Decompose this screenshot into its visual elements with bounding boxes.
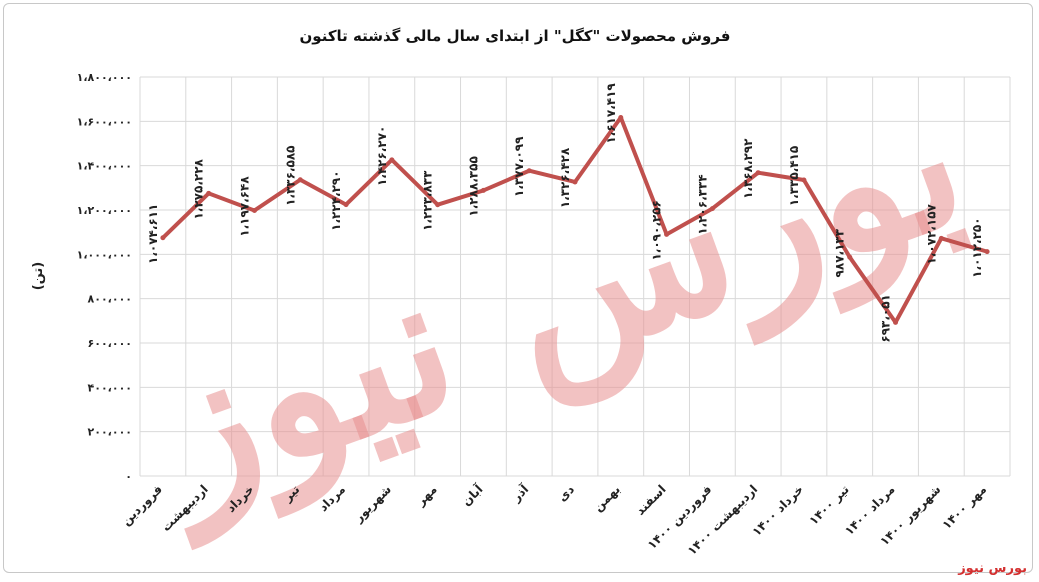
chart-title: فروش محصولات "کگل" از ابتدای سال مالی گذ…	[300, 27, 731, 45]
data-label: ۱،۰۷۴،۶۱۱	[146, 204, 160, 264]
x-tick-label: اسفند	[633, 482, 669, 518]
y-tick-labels: ۰ ۲۰۰،۰۰۰ ۴۰۰،۰۰۰ ۶۰۰،۰۰۰ ۸۰۰،۰۰۰ ۱،۰۰۰،۰۰۰ ۱،…	[77, 71, 132, 483]
gridlines	[139, 76, 1011, 477]
y-tick-label: ۱،۰۰۰،۰۰۰	[77, 248, 132, 261]
y-tick-label: ۱،۴۰۰،۰۰۰	[77, 160, 132, 173]
data-point	[893, 319, 899, 325]
data-label: ۱،۰۱۲،۲۵۰	[970, 217, 984, 277]
source-label: بورس نیوز	[957, 561, 1027, 576]
data-label: ۱،۳۶۸،۲۹۲	[741, 138, 755, 199]
data-label: ۱،۲۰۶،۳۳۴	[695, 174, 709, 234]
y-tick-label: ۸۰۰،۰۰۰	[88, 293, 132, 306]
y-tick-label: ۴۰۰،۰۰۰	[88, 381, 132, 394]
data-point	[435, 202, 441, 208]
data-label: ۱،۰۷۲،۱۵۷	[924, 203, 938, 264]
data-point	[847, 254, 853, 260]
data-label: ۱،۱۹۷،۶۴۸	[237, 176, 251, 237]
series-line-group	[160, 114, 990, 325]
chart-frame	[3, 3, 1033, 573]
data-labels: ۱،۰۷۴،۶۱۱ ۱،۲۷۵،۲۲۸ ۱،۱۹۷،۶۴۸ ۱،۳۳۶،۵۸۵ ۱،۲۲…	[146, 83, 984, 343]
data-label: ۱،۲۸۸،۳۵۵	[466, 156, 480, 216]
data-label: ۱،۳۷۷،۰۹۹	[512, 136, 526, 197]
x-tick-label: آذر	[508, 481, 532, 505]
data-point	[801, 177, 807, 183]
data-point	[297, 177, 303, 183]
y-tick-label: ۱،۸۰۰،۰۰۰	[77, 71, 132, 84]
y-axis-label: (تن)	[31, 262, 46, 291]
data-label: ۱،۲۲۳،۸۳۳	[421, 170, 435, 231]
data-label: ۱،۳۳۶،۵۸۵	[283, 146, 297, 206]
data-point	[343, 202, 349, 208]
data-label: ۶۹۳،۰۵۱	[879, 294, 893, 343]
data-label: ۹۸۷،۱۳۳	[833, 228, 847, 277]
data-point	[618, 114, 624, 120]
data-point	[984, 249, 990, 255]
x-tick-label: دی	[555, 482, 577, 504]
data-point	[709, 206, 715, 212]
y-tick-label: ۶۰۰،۰۰۰	[88, 337, 132, 350]
x-tick-label: مهر	[413, 482, 440, 509]
data-label: ۱،۶۱۷،۴۱۹	[604, 83, 618, 144]
data-point	[572, 179, 578, 185]
data-point	[664, 231, 670, 237]
y-tick-label: ۱،۲۰۰،۰۰۰	[77, 204, 132, 217]
data-label: ۱،۳۳۵،۴۱۵	[787, 146, 801, 206]
x-tick-label: شهریور	[351, 482, 395, 526]
data-point	[526, 168, 532, 174]
data-point	[251, 208, 257, 214]
y-tick-label: ۱،۶۰۰،۰۰۰	[77, 115, 132, 128]
y-tick-label: ۰	[125, 470, 132, 483]
data-label: ۱،۳۲۶،۴۲۸	[558, 147, 572, 208]
x-tick-label: مهر ۱۴۰۰	[940, 482, 990, 532]
x-tick-label: آبان	[458, 481, 486, 509]
data-point	[938, 235, 944, 241]
data-point	[755, 170, 761, 176]
y-tick-label: ۲۰۰،۰۰۰	[88, 426, 132, 439]
data-point	[160, 235, 166, 241]
data-point	[206, 190, 212, 196]
data-point	[389, 157, 395, 163]
x-tick-label: فروردین	[119, 482, 166, 529]
data-label: ۱،۲۷۵،۲۲۸	[192, 158, 206, 219]
x-tick-label: بهمن	[591, 482, 623, 514]
data-label: ۱،۲۲۴،۲۹۰	[329, 170, 343, 230]
x-tick-label: تیر ۱۴۰۰	[806, 482, 851, 527]
data-label: ۱،۴۲۶،۲۷۰	[375, 126, 389, 186]
data-label: ۱،۰۹۰،۲۵۶	[650, 200, 664, 260]
data-point	[480, 187, 486, 193]
